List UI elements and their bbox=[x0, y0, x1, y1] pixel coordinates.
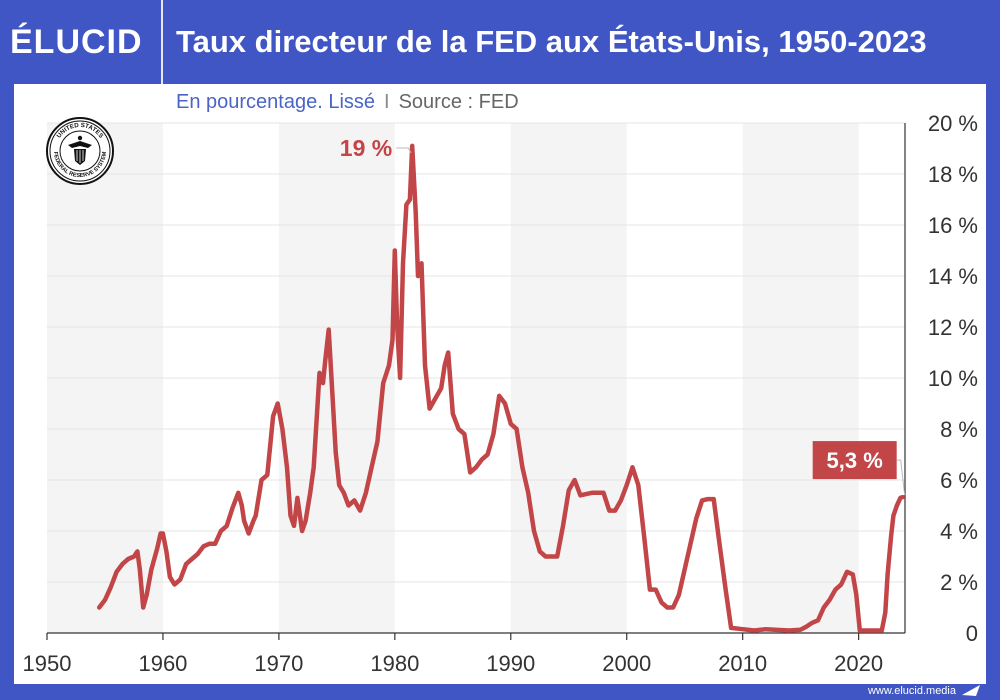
x-tick-label: 1990 bbox=[486, 651, 535, 676]
y-axis: 0 2 % 4 % 6 % 8 % 10 % 12 % 14 % 16 % 18 % 20 % bbox=[904, 111, 978, 646]
header-divider bbox=[161, 0, 163, 84]
y-tick-label: 0 bbox=[966, 621, 978, 646]
subtitle-separator: I bbox=[384, 91, 390, 113]
brand-logo[interactable]: ÉLUCID bbox=[10, 23, 143, 61]
y-tick-label: 10 % bbox=[928, 366, 978, 391]
chart-subtitle: En pourcentage. Lissé I Source : FED bbox=[176, 88, 519, 116]
y-tick-label: 2 % bbox=[940, 570, 978, 595]
y-tick-label: 12 % bbox=[928, 315, 978, 340]
y-tick-label: 4 % bbox=[940, 519, 978, 544]
y-tick-label: 16 % bbox=[928, 213, 978, 238]
y-tick-label: 20 % bbox=[928, 111, 978, 136]
x-tick-label: 1970 bbox=[254, 651, 303, 676]
annotations: 19 % 5,3 % bbox=[340, 135, 906, 496]
subtitle-text: En pourcentage. Lissé bbox=[176, 91, 376, 113]
header-bar: ÉLUCID Taux directeur de la FED aux État… bbox=[0, 0, 1000, 84]
footer-url[interactable]: www.elucid.media bbox=[867, 685, 956, 697]
last-value-box bbox=[812, 441, 897, 480]
peak-label: 19 % bbox=[340, 135, 392, 161]
chart-title: Taux directeur de la FED aux États-Unis,… bbox=[176, 24, 927, 59]
x-tick-label: 1960 bbox=[138, 651, 187, 676]
x-tick-label: 1950 bbox=[23, 651, 72, 676]
y-tick-label: 14 % bbox=[928, 264, 978, 289]
federal-reserve-seal-icon: UNITED STATES FEDERAL RESERVE SYSTEM bbox=[46, 117, 114, 185]
last-value-leader bbox=[896, 459, 906, 496]
y-tick-label: 6 % bbox=[940, 468, 978, 493]
series-line-fed-rate bbox=[96, 143, 905, 633]
peak-label-leader bbox=[396, 147, 412, 154]
x-tick-label: 2020 bbox=[834, 651, 883, 676]
series-lines bbox=[96, 143, 905, 633]
source-text: Source : FED bbox=[398, 91, 519, 113]
elucid-arrow-icon bbox=[962, 685, 980, 696]
x-tick-label: 2010 bbox=[718, 651, 767, 676]
x-tick-label: 1980 bbox=[370, 651, 419, 676]
y-tick-label: 8 % bbox=[940, 417, 978, 442]
last-value-label: 5,3 % bbox=[827, 448, 883, 473]
y-tick-label: 18 % bbox=[928, 162, 978, 187]
x-tick-label: 2000 bbox=[602, 651, 651, 676]
x-axis: 1950 1960 1970 1980 1990 2000 2010 2020 bbox=[23, 632, 905, 676]
